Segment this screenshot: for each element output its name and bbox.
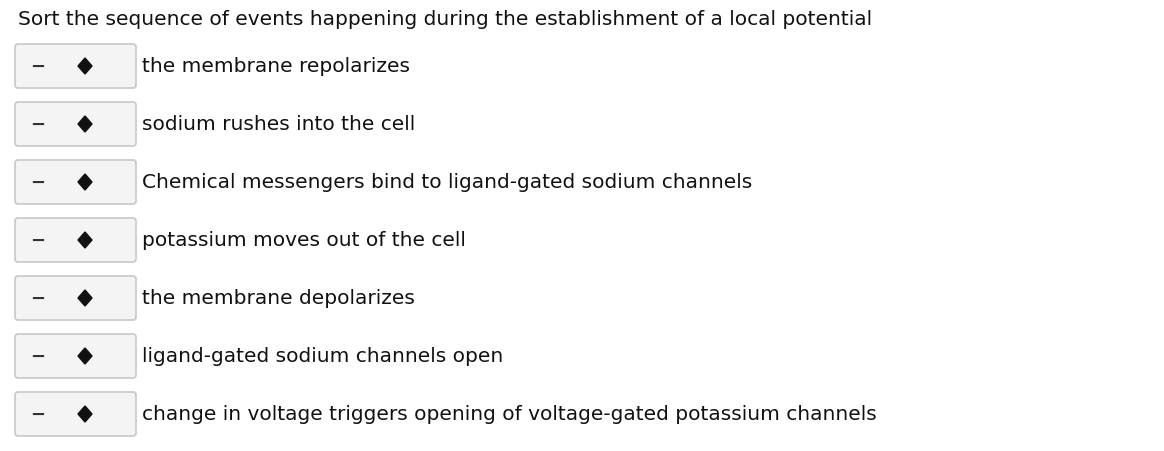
Polygon shape: [78, 175, 92, 183]
FancyBboxPatch shape: [15, 334, 136, 378]
FancyBboxPatch shape: [15, 392, 136, 436]
Text: ligand-gated sodium channels open: ligand-gated sodium channels open: [142, 347, 503, 366]
Text: −: −: [30, 290, 45, 307]
Polygon shape: [78, 356, 92, 364]
FancyBboxPatch shape: [15, 103, 136, 147]
Polygon shape: [78, 125, 92, 133]
Text: the membrane repolarizes: the membrane repolarizes: [142, 57, 410, 76]
FancyBboxPatch shape: [15, 219, 136, 262]
Text: −: −: [30, 116, 45, 133]
Polygon shape: [78, 348, 92, 356]
Text: Sort the sequence of events happening during the establishment of a local potent: Sort the sequence of events happening du…: [17, 10, 872, 29]
FancyBboxPatch shape: [15, 45, 136, 89]
Text: sodium rushes into the cell: sodium rushes into the cell: [142, 115, 416, 134]
FancyBboxPatch shape: [15, 276, 136, 320]
Polygon shape: [78, 67, 92, 75]
Polygon shape: [78, 299, 92, 306]
Text: the membrane depolarizes: the membrane depolarizes: [142, 289, 414, 308]
Polygon shape: [78, 232, 92, 240]
Polygon shape: [78, 183, 92, 191]
Polygon shape: [78, 406, 92, 414]
Text: −: −: [30, 347, 45, 365]
Text: Chemical messengers bind to ligand-gated sodium channels: Chemical messengers bind to ligand-gated…: [142, 173, 752, 192]
Polygon shape: [78, 59, 92, 67]
FancyBboxPatch shape: [15, 161, 136, 205]
Text: potassium moves out of the cell: potassium moves out of the cell: [142, 231, 466, 250]
Text: −: −: [30, 405, 45, 423]
Text: −: −: [30, 174, 45, 192]
Text: change in voltage triggers opening of voltage-gated potassium channels: change in voltage triggers opening of vo…: [142, 405, 876, 423]
Polygon shape: [78, 414, 92, 422]
Polygon shape: [78, 117, 92, 125]
Text: −: −: [30, 58, 45, 76]
Polygon shape: [78, 290, 92, 299]
Text: −: −: [30, 231, 45, 249]
Polygon shape: [78, 240, 92, 249]
